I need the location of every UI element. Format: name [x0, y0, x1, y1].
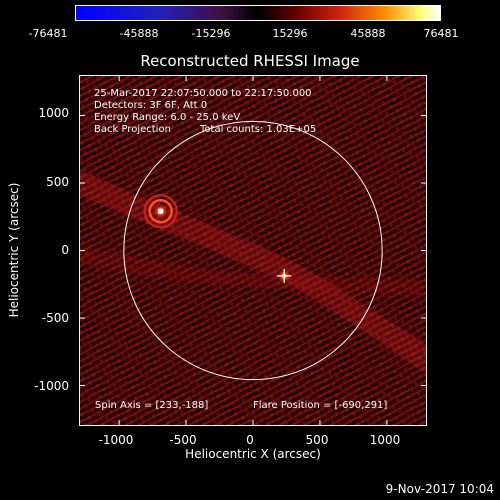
- colorbar-tick: 76481: [423, 27, 459, 40]
- y-tick-label: 1000: [38, 106, 69, 120]
- energy-range-text: Energy Range: 6.0 - 25.0 keV: [94, 112, 241, 123]
- colorbar-tick: -45888: [119, 27, 159, 40]
- rhessi-image: [79, 75, 427, 426]
- flare-source: [143, 193, 178, 229]
- spin-axis-text: Spin Axis = [233,-188]: [95, 400, 209, 411]
- y-tick-label: 500: [46, 175, 69, 189]
- total-counts-text: Total counts: 1.03E+05: [200, 124, 317, 135]
- datestamp: 9-Nov-2017 10:04: [385, 482, 494, 496]
- x-axis-label: Heliocentric X (arcsec): [185, 447, 321, 461]
- x-tick-label: 0: [246, 433, 254, 447]
- colorbar-tick: 45888: [350, 27, 386, 40]
- x-tick-label: -500: [169, 433, 197, 447]
- spin-axis-source: [277, 268, 292, 283]
- y-tick-label: -500: [41, 311, 69, 325]
- colorbar: [75, 5, 441, 21]
- flare-position-text: Flare Position = [-690,291]: [253, 400, 388, 411]
- colorbar-tick: 15296: [272, 27, 308, 40]
- y-tick-label: 0: [61, 243, 69, 257]
- x-tick-label: 500: [305, 433, 329, 447]
- method-text: Back Projection: [94, 124, 171, 135]
- plot-title: Reconstructed RHESSI Image: [140, 52, 360, 70]
- x-tick-label: -1000: [98, 433, 134, 447]
- time-range-text: 25-Mar-2017 22:07:50.000 to 22:17:50.000: [94, 88, 312, 99]
- y-tick-label: -1000: [34, 379, 69, 393]
- colorbar-tick: -76481: [28, 27, 68, 40]
- y-axis-label: Heliocentric Y (arcsec): [7, 182, 21, 318]
- solar-limb-circle: [123, 120, 383, 381]
- colorbar-tick: -15296: [191, 27, 231, 40]
- x-tick-label: 1000: [369, 433, 401, 447]
- detectors-text: Detectors: 3F 6F, Att 0: [94, 100, 208, 111]
- sources-layer: [143, 193, 292, 283]
